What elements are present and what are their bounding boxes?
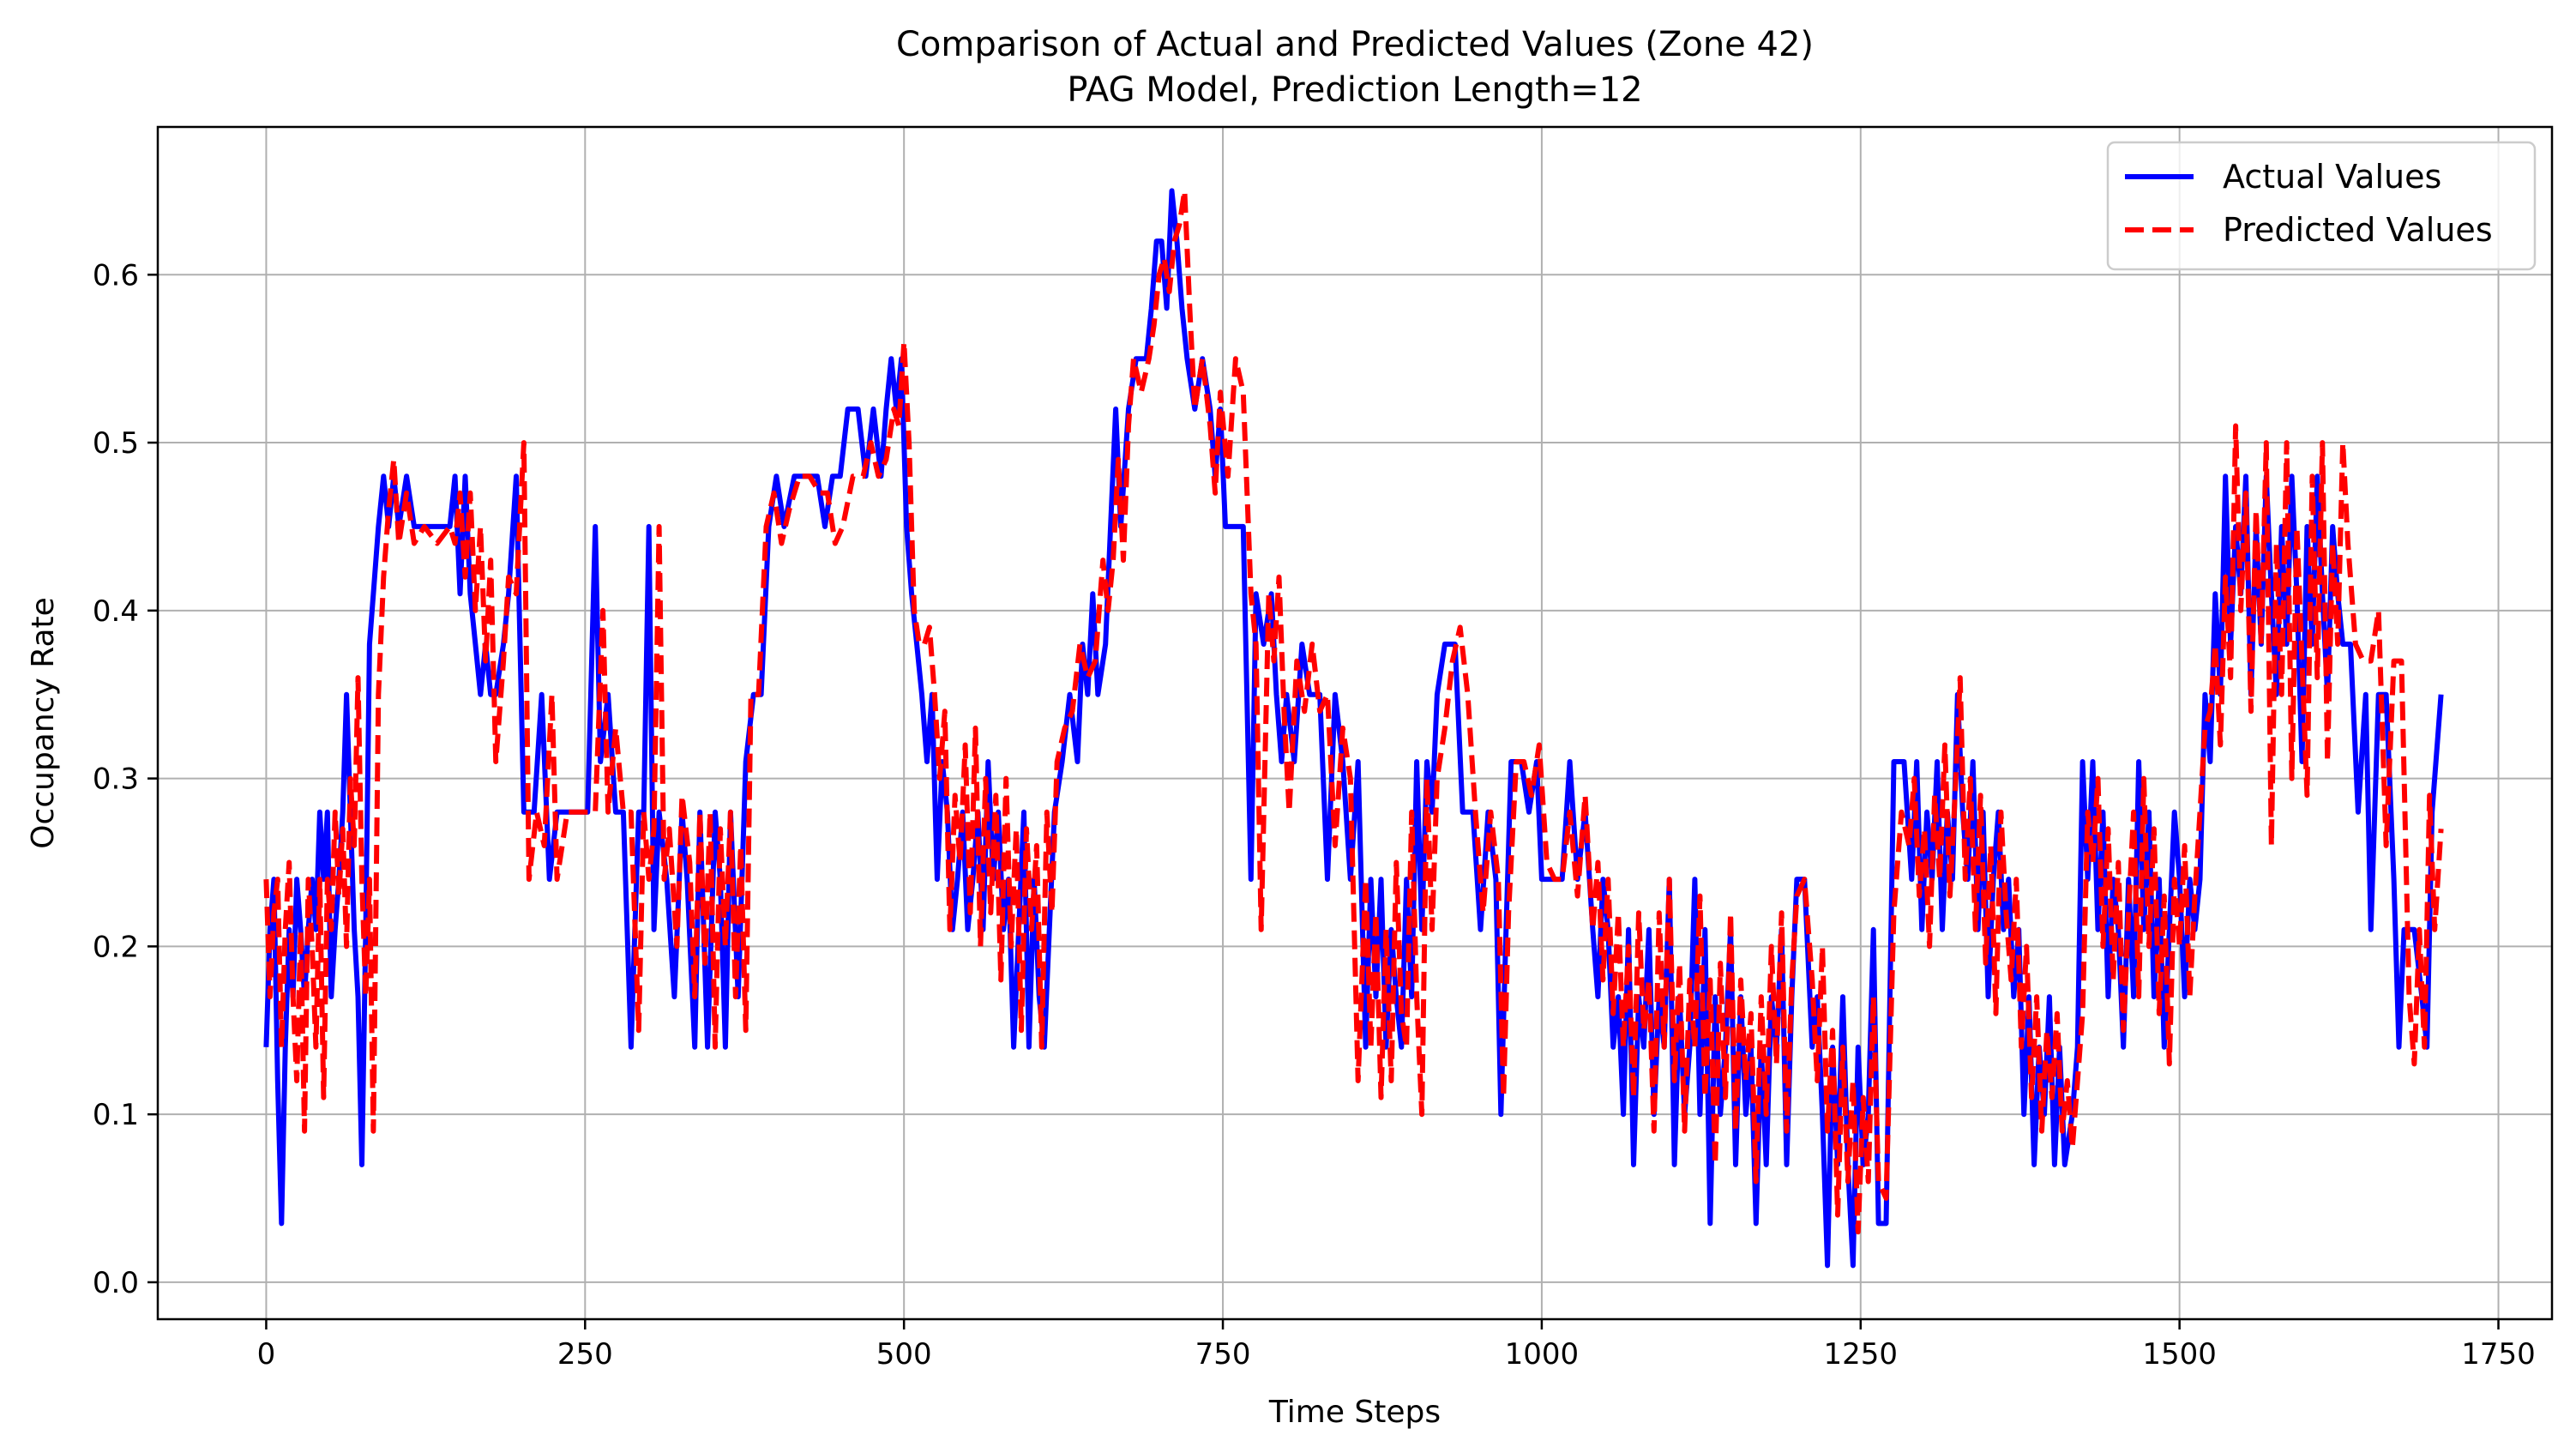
x-tick-label: 750 (1195, 1337, 1251, 1372)
legend-box (2106, 141, 2537, 271)
x-tick-label: 1250 (1824, 1337, 1899, 1372)
chart-subtitle: PAG Model, Prediction Length=12 (1067, 70, 1642, 110)
legend-label-actual-values: Actual Values (2223, 158, 2441, 196)
y-tick-label: 0.4 (93, 594, 139, 629)
legend-label-predicted-values: Predicted Values (2223, 211, 2493, 249)
y-tick-label: 0.1 (93, 1098, 139, 1132)
series-layer (263, 188, 2444, 1269)
plot-area-frame (156, 125, 2554, 1321)
y-axis-label: Occupancy Rate (26, 597, 61, 849)
series-predicted-values-line (263, 188, 2444, 1235)
x-tick-label: 500 (876, 1337, 932, 1372)
x-tick-label: 0 (257, 1337, 276, 1372)
x-tick-label: 250 (557, 1337, 613, 1372)
chart-title: Comparison of Actual and Predicted Value… (896, 25, 1814, 64)
tick-layer: 0 250 500 750 1000 1250 1500 1750 0.0 0.1 0.2 0.3 0.… (93, 258, 2536, 1372)
x-tick-label: 1000 (1505, 1337, 1580, 1372)
y-tick-label: 0.5 (93, 426, 139, 461)
y-tick-label: 0.2 (93, 930, 139, 964)
y-tick-label: 0.6 (93, 258, 139, 292)
y-tick-label: 0.3 (93, 763, 139, 797)
y-tick-label: 0.0 (93, 1266, 139, 1300)
x-tick-label: 1750 (2461, 1337, 2536, 1372)
x-axis-label: Time Steps (1268, 1395, 1441, 1430)
legend: Actual Values Predicted Values (2106, 141, 2537, 271)
x-tick-label: 1500 (2142, 1337, 2217, 1372)
